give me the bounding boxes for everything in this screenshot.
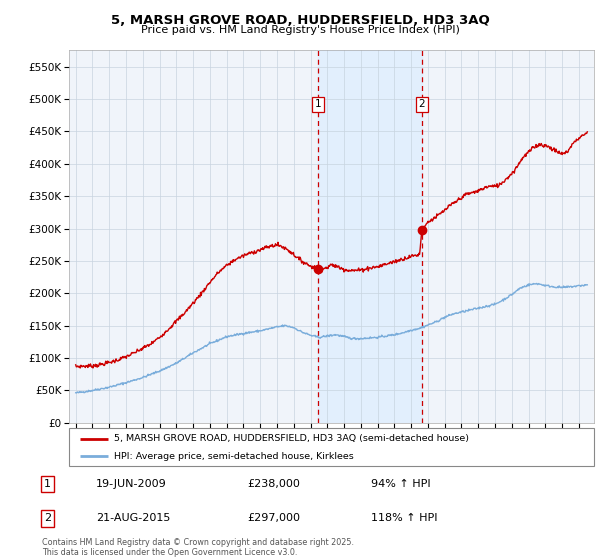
Text: 2: 2 <box>418 99 425 109</box>
Text: 5, MARSH GROVE ROAD, HUDDERSFIELD, HD3 3AQ (semi-detached house): 5, MARSH GROVE ROAD, HUDDERSFIELD, HD3 3… <box>113 434 469 443</box>
Text: 5, MARSH GROVE ROAD, HUDDERSFIELD, HD3 3AQ: 5, MARSH GROVE ROAD, HUDDERSFIELD, HD3 3… <box>110 14 490 27</box>
Text: 118% ↑ HPI: 118% ↑ HPI <box>371 514 438 524</box>
Text: Price paid vs. HM Land Registry's House Price Index (HPI): Price paid vs. HM Land Registry's House … <box>140 25 460 35</box>
FancyBboxPatch shape <box>69 428 594 466</box>
Text: £297,000: £297,000 <box>247 514 300 524</box>
Text: 2: 2 <box>44 514 51 524</box>
Bar <box>318 50 422 423</box>
Text: £238,000: £238,000 <box>247 479 300 489</box>
Text: 19-JUN-2009: 19-JUN-2009 <box>96 479 167 489</box>
Text: 21-AUG-2015: 21-AUG-2015 <box>96 514 170 524</box>
Text: 1: 1 <box>315 99 322 109</box>
Text: Contains HM Land Registry data © Crown copyright and database right 2025.
This d: Contains HM Land Registry data © Crown c… <box>42 538 354 557</box>
Text: HPI: Average price, semi-detached house, Kirklees: HPI: Average price, semi-detached house,… <box>113 452 353 461</box>
Text: 94% ↑ HPI: 94% ↑ HPI <box>371 479 431 489</box>
Text: 1: 1 <box>44 479 51 489</box>
